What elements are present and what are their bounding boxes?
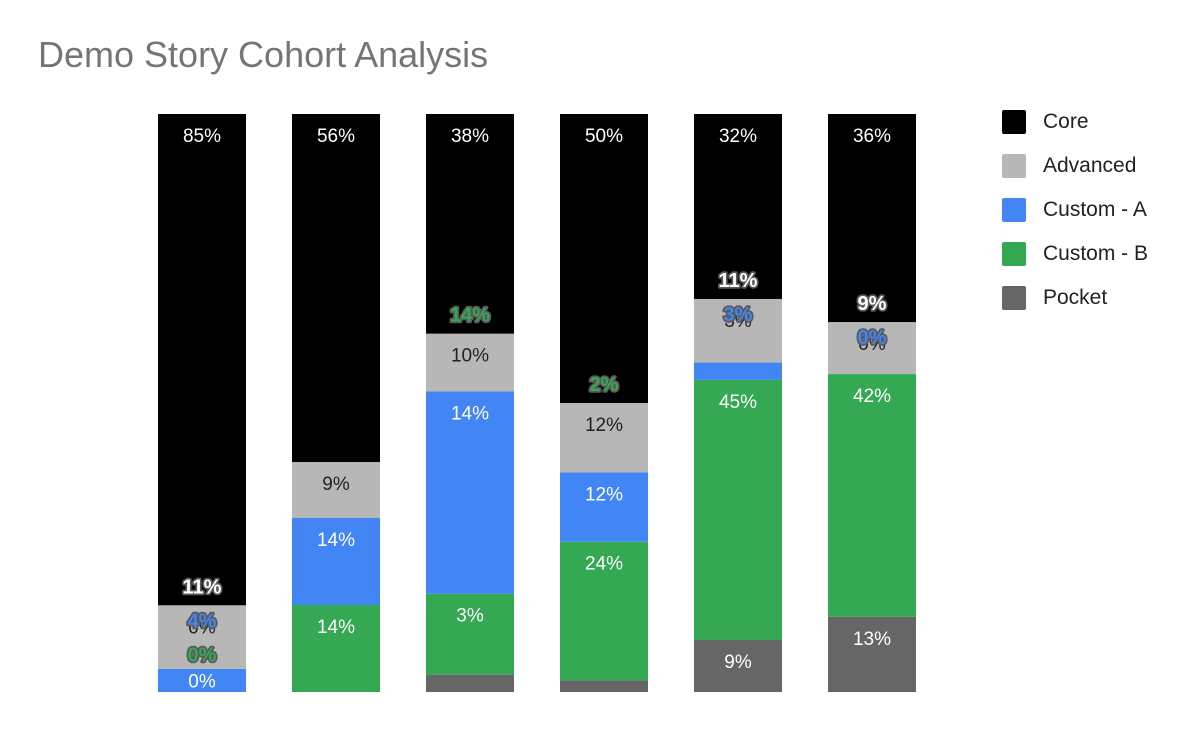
data-label: 36% (853, 126, 891, 147)
legend-swatch (1002, 286, 1026, 310)
data-label: 42% (853, 386, 891, 407)
data-label: 13% (853, 629, 891, 650)
overflow-data-label: 4% (188, 610, 217, 632)
legend-label: Custom - B (1043, 242, 1149, 265)
bar-custom-b-4 (560, 541, 648, 681)
bar-core-4 (560, 114, 648, 403)
data-label: 38% (451, 126, 489, 147)
data-label: 0% (858, 334, 886, 355)
bar-advanced-4 (560, 403, 648, 473)
overflow-data-label: 11% (719, 270, 758, 292)
legend-swatch (1002, 242, 1026, 266)
legend-item-core[interactable]: Core (1002, 100, 1148, 144)
data-label: 3% (724, 311, 752, 332)
bar-core-6 (828, 114, 916, 323)
legend-item-custom-a[interactable]: Custom - A (1002, 188, 1148, 232)
data-label: 12% (585, 415, 623, 436)
overflow-data-label: 11% (183, 576, 222, 598)
bar-core-1 (158, 114, 246, 606)
bar-custom-b-6 (828, 374, 916, 617)
data-label: 50% (585, 126, 623, 147)
data-label: 12% (585, 484, 623, 505)
bar-custom-a-1 (158, 668, 246, 692)
data-label: 45% (719, 392, 757, 413)
data-label: 32% (719, 126, 757, 147)
chart-title: Demo Story Cohort Analysis (38, 34, 489, 75)
bar-custom-a-5 (694, 362, 782, 380)
bar-advanced-5 (694, 298, 782, 363)
bar-advanced-1 (158, 605, 246, 669)
bar-advanced-6 (828, 322, 916, 375)
bar-custom-b-2 (292, 604, 380, 692)
data-label: 9% (724, 652, 752, 673)
legend-swatch (1002, 110, 1026, 134)
legend-item-pocket[interactable]: Pocket (1002, 276, 1148, 320)
overflow-data-label: 0% (858, 327, 887, 349)
bar-core-5 (694, 114, 782, 299)
data-label: 14% (317, 530, 355, 551)
bar-custom-a-2 (292, 517, 380, 605)
data-label: 85% (183, 126, 221, 147)
bar-custom-b-5 (694, 379, 782, 640)
bar-pocket-3 (426, 674, 514, 692)
data-label: 3% (456, 606, 484, 627)
bar-advanced-3 (426, 333, 514, 392)
bar-custom-a-3 (426, 391, 514, 594)
bar-custom-b-3 (426, 593, 514, 675)
data-label: 0% (188, 617, 216, 638)
legend-label: Core (1043, 110, 1089, 133)
overflow-data-label: 14% (450, 305, 490, 327)
bar-core-3 (426, 114, 514, 334)
data-label: 24% (585, 554, 623, 575)
overflow-data-label: 0% (188, 644, 217, 666)
legend-item-advanced[interactable]: Advanced (1002, 144, 1148, 188)
data-label: 14% (451, 403, 489, 424)
data-label: 56% (317, 126, 355, 147)
overflow-data-label: 3% (724, 304, 753, 326)
bar-advanced-2 (292, 462, 380, 518)
bar-pocket-4 (560, 680, 648, 692)
legend-label: Advanced (1043, 154, 1137, 177)
bar-pocket-6 (828, 616, 916, 692)
legend-swatch (1002, 154, 1026, 178)
bar-core-2 (292, 114, 380, 463)
bar-pocket-5 (694, 639, 782, 692)
data-label: 10% (451, 346, 489, 367)
overflow-data-label: 2% (590, 374, 619, 396)
legend-item-custom-b[interactable]: Custom - B (1002, 232, 1148, 276)
bar-custom-a-4 (560, 472, 648, 542)
data-label: 0% (188, 671, 216, 692)
data-label: 14% (317, 617, 355, 638)
legend: Core Advanced Custom - A Custom - B Pocket (1002, 100, 1148, 320)
legend-label: Pocket (1043, 286, 1108, 309)
overflow-data-label: 9% (858, 293, 887, 315)
legend-swatch (1002, 198, 1026, 222)
data-label: 9% (322, 474, 350, 495)
legend-label: Custom - A (1043, 198, 1147, 221)
